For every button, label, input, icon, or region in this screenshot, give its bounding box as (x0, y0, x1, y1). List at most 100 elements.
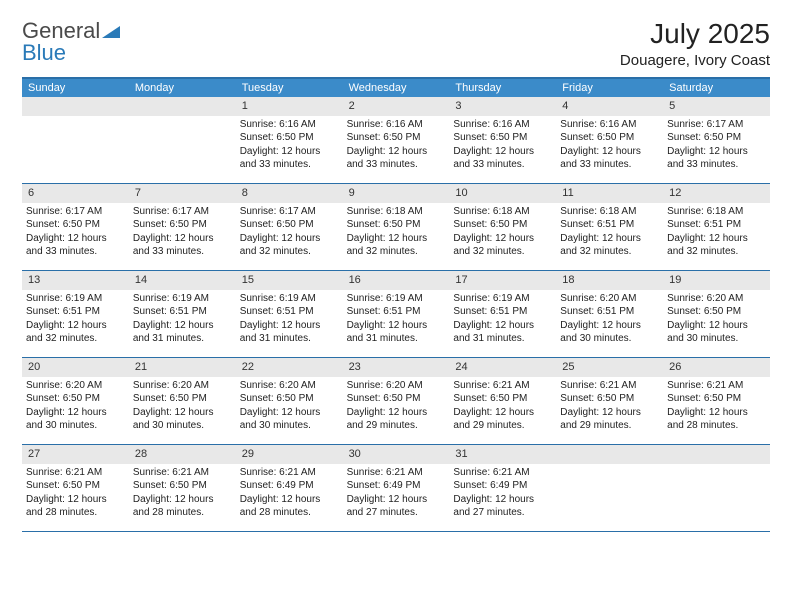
day-cell: 29 Sunrise: 6:21 AMSunset: 6:49 PMDayligh… (236, 445, 343, 531)
sunrise-line: Sunrise: 6:21 AM (347, 466, 446, 480)
daylight-line: Daylight: 12 hours and 28 minutes. (133, 493, 232, 520)
logo-text-wrap: General Blue (22, 20, 120, 64)
location: Douagere, Ivory Coast (620, 52, 770, 69)
sunset-line: Sunset: 6:50 PM (26, 479, 125, 493)
week-row: 1Sunrise: 6:16 AMSunset: 6:50 PMDaylight… (22, 97, 770, 184)
daylight-line: Daylight: 12 hours and 31 minutes. (453, 319, 552, 346)
daylight-line: Daylight: 12 hours and 32 minutes. (560, 232, 659, 259)
sunrise-line: Sunrise: 6:21 AM (667, 379, 766, 393)
day-cell: 5Sunrise: 6:17 AMSunset: 6:50 PMDaylight… (663, 97, 770, 183)
daylight-line: Daylight: 12 hours and 32 minutes. (26, 319, 125, 346)
sunrise-line: Sunrise: 6:20 AM (26, 379, 125, 393)
day-cell: 12Sunrise: 6:18 AMSunset: 6:51 PMDayligh… (663, 184, 770, 270)
daylight-line: Daylight: 12 hours and 30 minutes. (240, 406, 339, 433)
sunset-line: Sunset: 6:50 PM (240, 392, 339, 406)
day-cell: 11Sunrise: 6:18 AMSunset: 6:51 PMDayligh… (556, 184, 663, 270)
day-number: 3 (449, 97, 556, 116)
sunrise-line: Sunrise: 6:21 AM (240, 466, 339, 480)
day-cell: 8Sunrise: 6:17 AMSunset: 6:50 PMDaylight… (236, 184, 343, 270)
day-cell (22, 97, 129, 183)
sunrise-line: Sunrise: 6:17 AM (26, 205, 125, 219)
daylight-line: Daylight: 12 hours and 28 minutes. (667, 406, 766, 433)
sunrise-line: Sunrise: 6:21 AM (560, 379, 659, 393)
sunset-line: Sunset: 6:49 PM (347, 479, 446, 493)
day-number: 16 (343, 271, 450, 290)
day-number: 17 (449, 271, 556, 290)
day-cell: 1Sunrise: 6:16 AMSunset: 6:50 PMDaylight… (236, 97, 343, 183)
day-cell: 4Sunrise: 6:16 AMSunset: 6:50 PMDaylight… (556, 97, 663, 183)
day-number: 2 (343, 97, 450, 116)
day-number (663, 445, 770, 464)
day-number: 19 (663, 271, 770, 290)
sunset-line: Sunset: 6:49 PM (453, 479, 552, 493)
daylight-line: Daylight: 12 hours and 31 minutes. (240, 319, 339, 346)
sunset-line: Sunset: 6:50 PM (133, 479, 232, 493)
day-number: 9 (343, 184, 450, 203)
sunset-line: Sunset: 6:50 PM (133, 218, 232, 232)
daylight-line: Daylight: 12 hours and 33 minutes. (453, 145, 552, 172)
sunset-line: Sunset: 6:51 PM (240, 305, 339, 319)
sunrise-line: Sunrise: 6:19 AM (26, 292, 125, 306)
day-cell: 28 Sunrise: 6:21 AMSunset: 6:50 PMDayligh… (129, 445, 236, 531)
day-number: 21 (129, 358, 236, 377)
sunrise-line: Sunrise: 6:20 AM (667, 292, 766, 306)
day-number: 10 (449, 184, 556, 203)
sunset-line: Sunset: 6:50 PM (667, 305, 766, 319)
weekday-header: Sunday (22, 79, 129, 97)
day-number (556, 445, 663, 464)
daylight-line: Daylight: 12 hours and 28 minutes. (240, 493, 339, 520)
sunset-line: Sunset: 6:50 PM (453, 131, 552, 145)
sunset-line: Sunset: 6:50 PM (347, 392, 446, 406)
day-number: 7 (129, 184, 236, 203)
day-number: 13 (22, 271, 129, 290)
day-number: 18 (556, 271, 663, 290)
day-cell: 9Sunrise: 6:18 AMSunset: 6:50 PMDaylight… (343, 184, 450, 270)
day-cell: 7Sunrise: 6:17 AMSunset: 6:50 PMDaylight… (129, 184, 236, 270)
header: General Blue July 2025 Douagere, Ivory C… (22, 18, 770, 69)
daylight-line: Daylight: 12 hours and 30 minutes. (560, 319, 659, 346)
day-number: 4 (556, 97, 663, 116)
day-number: 23 (343, 358, 450, 377)
sunrise-line: Sunrise: 6:19 AM (453, 292, 552, 306)
calendar: Sunday Monday Tuesday Wednesday Thursday… (22, 77, 770, 532)
sunrise-line: Sunrise: 6:18 AM (453, 205, 552, 219)
sunrise-line: Sunrise: 6:16 AM (560, 118, 659, 132)
day-cell: 31Sunrise: 6:21 AMSunset: 6:49 PMDayligh… (449, 445, 556, 531)
day-cell: 15Sunrise: 6:19 AMSunset: 6:51 PMDayligh… (236, 271, 343, 357)
logo-triangle-icon (102, 20, 120, 42)
day-cell: 25Sunrise: 6:21 AMSunset: 6:50 PMDayligh… (556, 358, 663, 444)
day-cell: 19 Sunrise: 6:20 AMSunset: 6:50 PMDayligh… (663, 271, 770, 357)
daylight-line: Daylight: 12 hours and 27 minutes. (453, 493, 552, 520)
daylight-line: Daylight: 12 hours and 29 minutes. (560, 406, 659, 433)
daylight-line: Daylight: 12 hours and 33 minutes. (133, 232, 232, 259)
weekday-header: Friday (556, 79, 663, 97)
daylight-line: Daylight: 12 hours and 32 minutes. (453, 232, 552, 259)
day-cell: 6Sunrise: 6:17 AMSunset: 6:50 PMDaylight… (22, 184, 129, 270)
daylight-line: Daylight: 12 hours and 32 minutes. (240, 232, 339, 259)
daylight-line: Daylight: 12 hours and 30 minutes. (667, 319, 766, 346)
sunrise-line: Sunrise: 6:21 AM (26, 466, 125, 480)
sunset-line: Sunset: 6:51 PM (347, 305, 446, 319)
weekday-header: Tuesday (236, 79, 343, 97)
sunrise-line: Sunrise: 6:17 AM (240, 205, 339, 219)
weeks-container: 1Sunrise: 6:16 AMSunset: 6:50 PMDaylight… (22, 97, 770, 532)
day-number (129, 97, 236, 116)
day-cell: 20Sunrise: 6:20 AMSunset: 6:50 PMDayligh… (22, 358, 129, 444)
daylight-line: Daylight: 12 hours and 29 minutes. (453, 406, 552, 433)
sunset-line: Sunset: 6:50 PM (453, 218, 552, 232)
weekday-header-row: Sunday Monday Tuesday Wednesday Thursday… (22, 79, 770, 97)
day-number: 28 (129, 445, 236, 464)
sunrise-line: Sunrise: 6:20 AM (560, 292, 659, 306)
day-number: 29 (236, 445, 343, 464)
sunset-line: Sunset: 6:49 PM (240, 479, 339, 493)
week-row: 20Sunrise: 6:20 AMSunset: 6:50 PMDayligh… (22, 358, 770, 445)
sunrise-line: Sunrise: 6:21 AM (133, 466, 232, 480)
sunset-line: Sunset: 6:50 PM (667, 131, 766, 145)
day-number (22, 97, 129, 116)
sunset-line: Sunset: 6:50 PM (26, 218, 125, 232)
sunrise-line: Sunrise: 6:20 AM (240, 379, 339, 393)
sunrise-line: Sunrise: 6:17 AM (667, 118, 766, 132)
day-cell: 17Sunrise: 6:19 AMSunset: 6:51 PMDayligh… (449, 271, 556, 357)
day-number: 20 (22, 358, 129, 377)
sunset-line: Sunset: 6:51 PM (667, 218, 766, 232)
